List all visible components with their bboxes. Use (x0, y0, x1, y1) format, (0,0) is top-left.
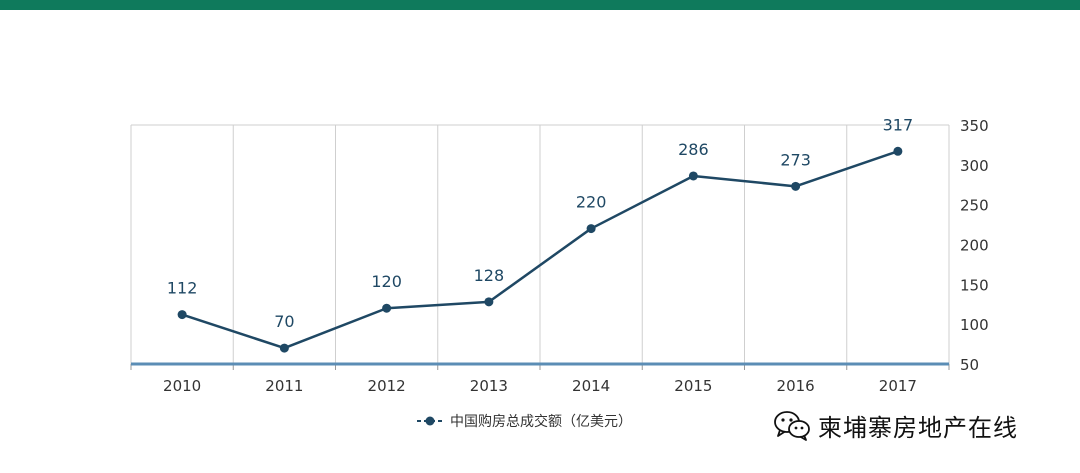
data-point (382, 303, 392, 313)
data-label: 317 (883, 115, 914, 134)
y-tick-label: 50 (960, 356, 979, 374)
y-tick-label: 350 (960, 117, 989, 135)
data-point (484, 297, 494, 307)
data-label: 120 (371, 272, 402, 291)
x-tick-label: 2017 (879, 377, 917, 395)
grid-layer (130, 124, 950, 370)
data-point (688, 171, 698, 181)
data-label: 273 (780, 150, 811, 169)
x-tick-label: 2010 (163, 377, 201, 395)
data-point (279, 343, 289, 353)
watermark-text: 柬埔寨房地产在线 (818, 413, 1018, 442)
data-point (177, 310, 187, 320)
series-line (180, 150, 900, 350)
data-label: 112 (167, 279, 198, 298)
x-tick-label: 2013 (470, 377, 508, 395)
y-tick-label: 300 (960, 157, 989, 175)
y-tick-label: 200 (960, 237, 989, 255)
data-point (586, 224, 596, 234)
x-tick-label: 2011 (265, 377, 303, 395)
data-label: 286 (678, 140, 709, 159)
y-tick-label: 250 (960, 197, 989, 215)
wechat-icon (774, 411, 810, 441)
watermark: 柬埔寨房地产在线 (772, 403, 1018, 447)
y-tick-label: 150 (960, 276, 989, 294)
x-tick-label: 2016 (777, 377, 815, 395)
point-layer (177, 146, 903, 353)
legend-label: 中国购房总成交额（亿美元） (450, 414, 632, 430)
line-layer (180, 150, 900, 350)
x-tick-label: 2015 (674, 377, 712, 395)
data-point (791, 181, 801, 191)
y-tick-label: 100 (960, 316, 989, 334)
top-accent-bar (0, 0, 1080, 10)
x-tick-label: 2014 (572, 377, 610, 395)
legend-line-marker-icon (417, 416, 443, 426)
label-layer: 2010 2011 2012 2013 2014 2015 2016 2017 50 100 150… (163, 115, 989, 395)
data-label: 220 (576, 193, 607, 212)
data-point (893, 146, 903, 156)
data-label: 128 (474, 266, 505, 285)
chart-legend: 中国购房总成交额（亿美元） (416, 410, 632, 432)
x-tick-label: 2012 (368, 377, 406, 395)
data-label: 70 (274, 312, 294, 331)
